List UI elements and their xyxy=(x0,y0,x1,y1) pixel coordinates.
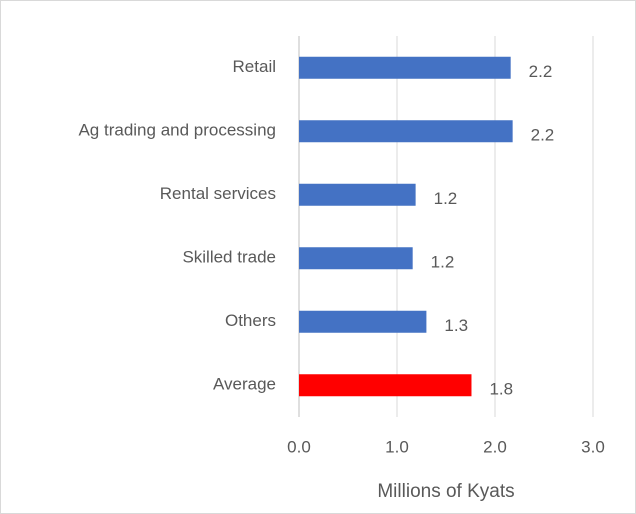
x-tick-label: 2.0 xyxy=(483,437,507,456)
data-label: 2.2 xyxy=(531,126,555,145)
y-tick-label: Ag trading and processing xyxy=(78,121,276,140)
y-tick-label: Others xyxy=(225,311,276,330)
y-tick-label: Skilled trade xyxy=(182,248,276,267)
x-tick-label: 0.0 xyxy=(287,437,311,456)
data-label: 2.2 xyxy=(529,62,553,81)
data-label: 1.2 xyxy=(434,189,458,208)
bar xyxy=(299,120,513,143)
bar xyxy=(299,374,472,397)
bar xyxy=(299,310,427,333)
bar xyxy=(299,56,511,79)
x-tick-label: 3.0 xyxy=(581,437,605,456)
bar xyxy=(299,247,413,270)
data-label: 1.8 xyxy=(489,380,513,399)
y-tick-label: Retail xyxy=(233,57,276,76)
data-label: 1.3 xyxy=(444,316,468,335)
x-axis-label: Millions of Kyats xyxy=(377,481,514,502)
data-label: 1.2 xyxy=(431,253,455,272)
bar xyxy=(299,183,416,206)
x-tick-label: 1.0 xyxy=(385,437,409,456)
y-tick-label: Average xyxy=(213,375,276,394)
y-tick-label: Rental services xyxy=(160,184,276,203)
